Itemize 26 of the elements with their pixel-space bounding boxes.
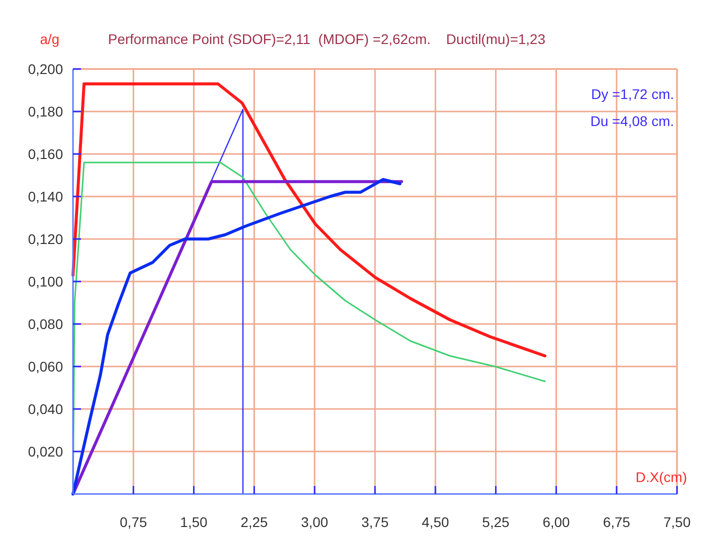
x-tick-label: 0,75 xyxy=(120,514,148,530)
line-series xyxy=(72,82,546,358)
y-tick-label: 0,040 xyxy=(28,401,64,417)
y-tick-label: 0,020 xyxy=(28,444,64,460)
y-tick-label: 0,200 xyxy=(28,61,64,77)
x-tick-label: 3,00 xyxy=(300,514,328,530)
x-tick-label: 1,50 xyxy=(180,514,208,530)
x-tick-label: 7,50 xyxy=(663,514,691,530)
x-tick-label: 4,50 xyxy=(422,514,450,530)
y-tick-label: 0,180 xyxy=(28,104,64,120)
y-tick-label: 0,140 xyxy=(28,188,64,204)
y-tick-label: 0,060 xyxy=(28,358,64,374)
y-tick-label: 0,160 xyxy=(28,146,64,162)
x-axis-title: D.X(cm) xyxy=(636,469,687,485)
y-axis-title: a/g xyxy=(40,31,60,47)
x-tick-label: 6,75 xyxy=(602,514,630,530)
x-tick-label: 3,75 xyxy=(361,514,389,530)
y-tick-label: 0,120 xyxy=(28,231,64,247)
y-tick-label: 0,080 xyxy=(28,316,64,332)
chart-title: Performance Point (SDOF)=2,11 (MDOF) =2,62cm. Ductil(mu)=1,23 xyxy=(108,31,546,47)
x-tick-label: 6,00 xyxy=(542,514,570,530)
annotation: Du =4,08 cm. xyxy=(590,113,674,129)
annotation: Dy =1,72 cm. xyxy=(591,86,674,102)
x-tick-label: 5,25 xyxy=(482,514,510,530)
x-tick-label: 2,25 xyxy=(240,514,268,530)
y-tick-label: 0,100 xyxy=(28,274,64,290)
